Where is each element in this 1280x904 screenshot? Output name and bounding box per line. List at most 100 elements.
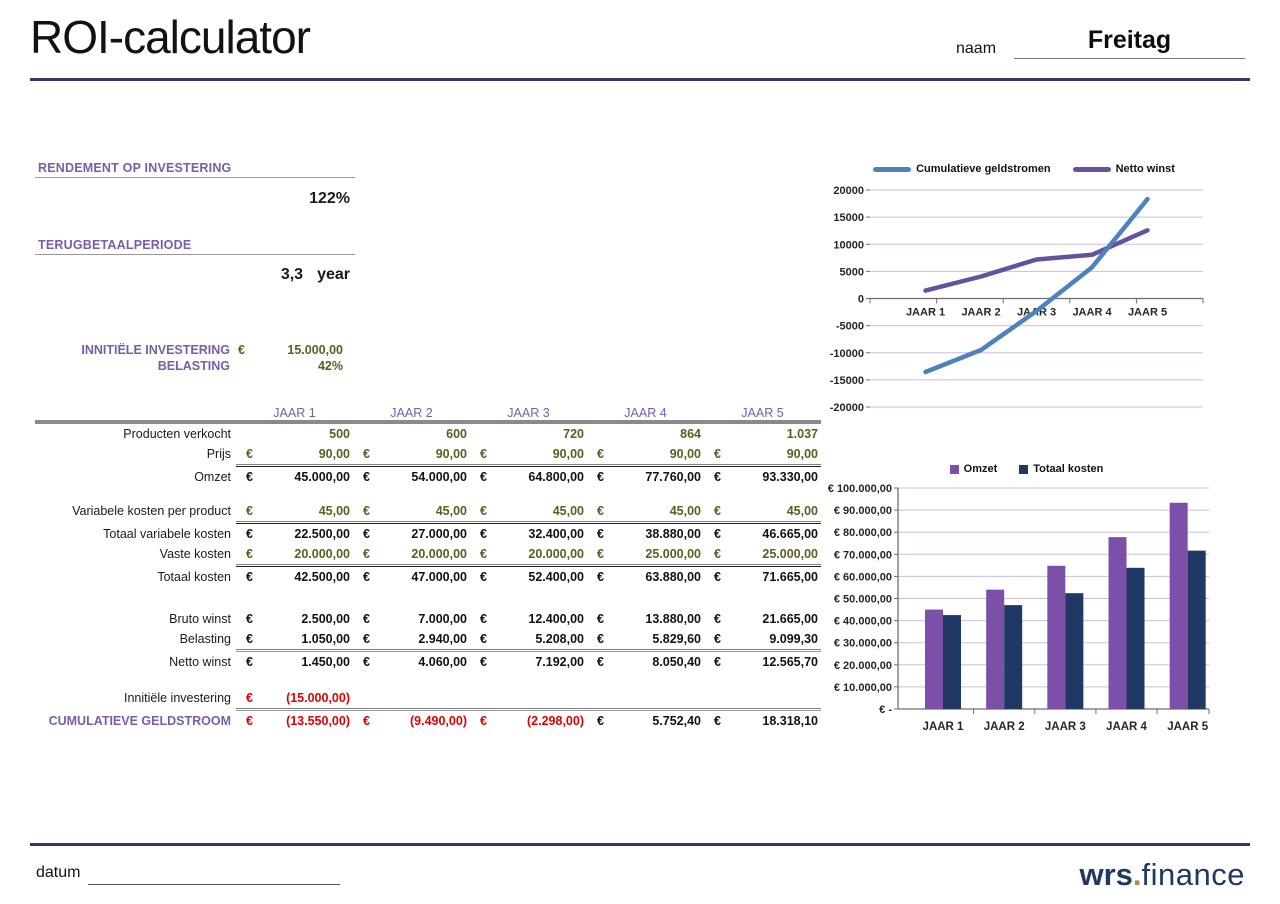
table-cell[interactable] <box>704 688 821 709</box>
table-cell[interactable]: €25.000,00 <box>704 544 821 565</box>
svg-text:JAAR 5: JAAR 5 <box>1167 721 1209 733</box>
cell-value: 71.665,00 <box>762 570 818 584</box>
col-header-4[interactable]: JAAR 4 <box>624 406 667 420</box>
row-label: Totaal kosten <box>157 570 231 584</box>
table-cell[interactable]: €45,00 <box>704 501 821 522</box>
table-cell[interactable]: €42.500,00 <box>236 567 353 587</box>
table-cell[interactable]: €63.880,00 <box>587 567 704 587</box>
table-cell[interactable]: 864 <box>587 424 704 444</box>
cell-value: 42.500,00 <box>294 570 350 584</box>
table-cell[interactable]: €45,00 <box>587 501 704 522</box>
table-cell[interactable]: €93.330,00 <box>704 467 821 487</box>
table-cell[interactable]: €45.000,00 <box>236 467 353 487</box>
table-cell[interactable]: €20.000,00 <box>470 544 587 565</box>
table-cell[interactable]: €77.760,00 <box>587 467 704 487</box>
tax-currency-spacer <box>230 359 252 373</box>
tax-value[interactable]: 42% <box>317 359 343 373</box>
table-cell[interactable]: €5.829,60 <box>587 629 704 650</box>
table-cell[interactable]: €27.000,00 <box>353 524 470 544</box>
table-cell[interactable]: €90,00 <box>353 444 470 465</box>
table-cell[interactable]: €25.000,00 <box>587 544 704 565</box>
col-header-1[interactable]: JAAR 1 <box>273 406 316 420</box>
table-cell[interactable]: 720 <box>470 424 587 444</box>
svg-text:€ 60.000,00: € 60.000,00 <box>834 571 892 583</box>
table-cell[interactable]: €46.665,00 <box>704 524 821 544</box>
table-cell[interactable]: €90,00 <box>470 444 587 465</box>
table-cell[interactable]: €7.000,00 <box>353 609 470 629</box>
row-label: CUMULATIEVE GELDSTROOM <box>48 714 231 728</box>
table-row: CUMULATIEVE GELDSTROOM € (13.550,00) € (9.49… <box>35 711 821 731</box>
table-cell[interactable]: € (13.550,00) <box>236 711 353 731</box>
table-cell[interactable]: €22.500,00 <box>236 524 353 544</box>
table-cell[interactable]: €1.450,00 <box>236 652 353 672</box>
table-cell[interactable] <box>470 688 587 709</box>
table-cell[interactable]: €47.000,00 <box>353 567 470 587</box>
investment-label: INNITIËLE INVESTERING <box>81 343 230 357</box>
euro-sign: € <box>480 655 487 669</box>
investment-value[interactable]: 15.000,00 <box>287 343 343 357</box>
name-value[interactable]: Freitag <box>1087 26 1172 54</box>
table-cell[interactable]: € (2.298,00) <box>470 711 587 731</box>
table-cell[interactable]: €5.208,00 <box>470 629 587 650</box>
cell-value: 38.880,00 <box>645 527 701 541</box>
euro-sign: € <box>597 632 604 646</box>
table-cell[interactable]: 600 <box>353 424 470 444</box>
payback-value[interactable]: 3,3 year <box>38 266 350 284</box>
svg-text:€ -: € - <box>879 704 892 716</box>
table-cell[interactable]: €45,00 <box>470 501 587 522</box>
datum-underline[interactable] <box>88 884 340 885</box>
cell-value: 25.000,00 <box>762 547 818 561</box>
table-cell[interactable]: €64.800,00 <box>470 467 587 487</box>
name-underline[interactable] <box>1014 58 1245 59</box>
euro-sign: € <box>480 632 487 646</box>
table-cell[interactable]: €90,00 <box>704 444 821 465</box>
euro-sign: € <box>480 527 487 541</box>
table-cell[interactable]: €9.099,30 <box>704 629 821 650</box>
table-cell[interactable]: €45,00 <box>353 501 470 522</box>
cell-value: 63.880,00 <box>645 570 701 584</box>
roi-value[interactable]: 122% <box>309 190 350 207</box>
table-cell[interactable]: 1.037 <box>704 424 821 444</box>
table-cell[interactable]: €90,00 <box>236 444 353 465</box>
euro-sign: € <box>714 504 721 518</box>
table-cell[interactable]: €71.665,00 <box>704 567 821 587</box>
table-cell[interactable]: €45,00 <box>236 501 353 522</box>
table-cell[interactable]: € (9.490,00) <box>353 711 470 731</box>
table-cell[interactable]: €7.192,00 <box>470 652 587 672</box>
table-cell[interactable]: €12.400,00 <box>470 609 587 629</box>
cell-value: 20.000,00 <box>411 547 467 561</box>
cell-value: 45,00 <box>786 504 818 518</box>
table-cell[interactable]: €52.400,00 <box>470 567 587 587</box>
table-cell[interactable]: €4.060,00 <box>353 652 470 672</box>
table-cell[interactable]: €21.665,00 <box>704 609 821 629</box>
table-row: Vaste kosten €20.000,00 €20.000,00 €20.000,… <box>35 544 821 565</box>
table-cell[interactable]: €54.000,00 <box>353 467 470 487</box>
table-cell[interactable]: €13.880,00 <box>587 609 704 629</box>
table-cell[interactable]: €2.500,00 <box>236 609 353 629</box>
table-cell[interactable]: €20.000,00 <box>353 544 470 565</box>
table-cell[interactable] <box>587 688 704 709</box>
table-cell[interactable]: €32.400,00 <box>470 524 587 544</box>
col-header-5[interactable]: JAAR 5 <box>741 406 784 420</box>
euro-sign: € <box>246 447 253 461</box>
svg-text:€ 70.000,00: € 70.000,00 <box>834 549 892 561</box>
table-cell[interactable]: €5.752,40 <box>587 711 704 731</box>
table-cell[interactable]: 500 <box>236 424 353 444</box>
cell-value: 90,00 <box>786 447 818 461</box>
table-cell[interactable]: €20.000,00 <box>236 544 353 565</box>
table-cell[interactable] <box>353 688 470 709</box>
cell-value: 500 <box>329 427 350 441</box>
col-header-2[interactable]: JAAR 2 <box>390 406 433 420</box>
table-cell[interactable]: €8.050,40 <box>587 652 704 672</box>
table-cell[interactable]: €90,00 <box>587 444 704 465</box>
table-cell[interactable]: €38.880,00 <box>587 524 704 544</box>
euro-sign: € <box>480 504 487 518</box>
svg-text:€ 90.000,00: € 90.000,00 <box>834 505 892 517</box>
col-header-3[interactable]: JAAR 3 <box>507 406 550 420</box>
table-cell[interactable]: €18.318,10 <box>704 711 821 731</box>
table-cell[interactable]: €1.050,00 <box>236 629 353 650</box>
table-cell[interactable]: €2.940,00 <box>353 629 470 650</box>
table-cell[interactable]: € (15.000,00) <box>236 688 353 709</box>
table-cell[interactable]: €12.565,70 <box>704 652 821 672</box>
